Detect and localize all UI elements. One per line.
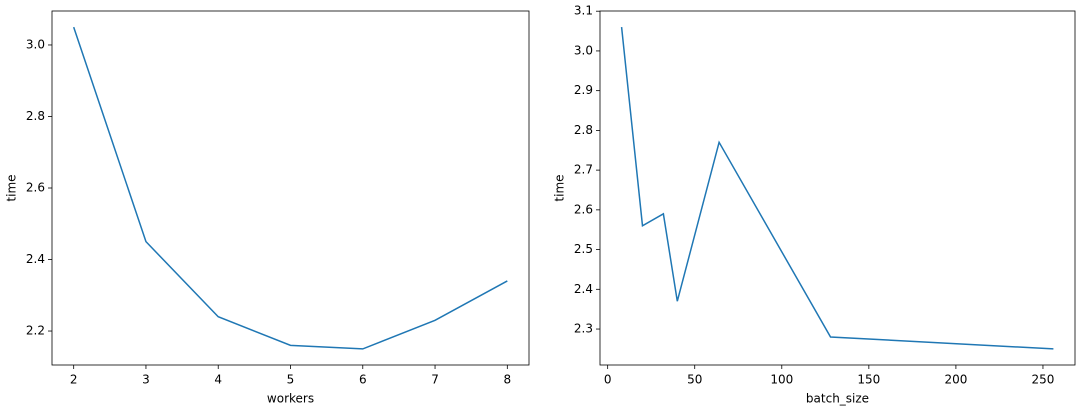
y-tick-label: 2.8 (26, 109, 45, 123)
plot-frame (599, 10, 1076, 366)
x-tick-label: 200 (944, 373, 967, 387)
x-tick-label: 5 (287, 373, 295, 387)
x-tick-label: 8 (503, 373, 511, 387)
y-tick-label: 2.6 (26, 181, 45, 195)
y-tick-label: 2.7 (574, 163, 593, 177)
y-tick-label: 2.5 (574, 242, 593, 256)
x-tick-label: 0 (604, 373, 612, 387)
x-tick-label: 3 (142, 373, 150, 387)
x-tick-label: 250 (1032, 373, 1055, 387)
data-line (620, 27, 1054, 350)
x-tick-label: 6 (359, 373, 367, 387)
y-tick-label: 3.1 (574, 4, 593, 18)
y-tick-label: 2.3 (574, 322, 593, 336)
x-axis-label: workers (267, 392, 314, 406)
x-tick-label: 50 (687, 373, 702, 387)
y-axis-label: time (553, 174, 567, 201)
x-tick-label: 7 (431, 373, 439, 387)
plot-frame (51, 10, 530, 366)
y-tick-label: 3.0 (574, 43, 593, 57)
y-tick-label: 2.4 (26, 252, 45, 266)
y-tick-label: 2.9 (574, 83, 593, 97)
x-tick-label: 150 (857, 373, 880, 387)
data-line (72, 26, 508, 350)
y-tick-label: 2.2 (26, 324, 45, 338)
x-axis-label: batch_size (806, 392, 869, 406)
x-tick-label: 4 (214, 373, 222, 387)
x-tick-label: 2 (70, 373, 78, 387)
y-tick-label: 2.6 (574, 202, 593, 216)
y-tick-label: 2.8 (574, 123, 593, 137)
x-tick-label: 100 (770, 373, 793, 387)
y-tick-label: 3.0 (26, 37, 45, 51)
y-tick-label: 2.4 (574, 282, 593, 296)
y-axis-label: time (5, 174, 19, 201)
